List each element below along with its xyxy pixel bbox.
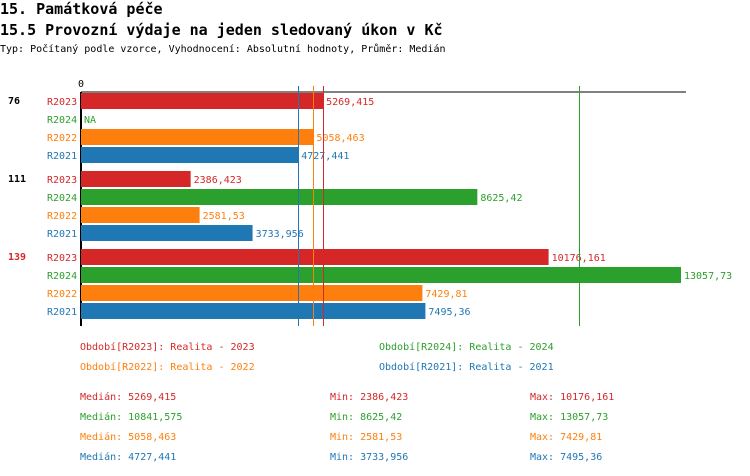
series-label: R2024 (47, 193, 77, 204)
series-label: R2024 (47, 115, 77, 126)
bar (81, 189, 478, 205)
series-label: R2022 (47, 133, 77, 144)
stat-min: Min: 2581,53 (330, 432, 403, 443)
data-label: 10176,161 (552, 253, 606, 264)
bar (81, 93, 324, 109)
legend-item: Období[R2021]: Realita - 2021 (379, 362, 554, 373)
data-label: NA (84, 115, 96, 126)
data-label: 7429,81 (425, 289, 467, 300)
bar (81, 267, 681, 283)
bar (81, 225, 253, 241)
category-label: 111 (8, 174, 26, 185)
stat-median: Medián: 5058,463 (80, 432, 177, 443)
section-title: 15. Památková péče (0, 0, 163, 18)
stat-max: Max: 7429,81 (530, 432, 603, 443)
legend-item: Období[R2023]: Realita - 2023 (80, 342, 255, 353)
stat-median: Medián: 10841,575 (80, 412, 183, 423)
bar (81, 147, 299, 163)
series-label: R2021 (47, 307, 77, 318)
stat-min: Min: 2386,423 (330, 392, 409, 403)
data-label: 5269,415 (326, 97, 374, 108)
series-label: R2021 (47, 151, 77, 162)
chart-title: 15.5 Provozní výdaje na jeden sledovaný … (0, 21, 443, 39)
series-label: R2022 (47, 211, 77, 222)
legend-item: Období[R2024]: Realita - 2024 (379, 342, 554, 353)
series-label: R2023 (47, 253, 77, 264)
bar (81, 129, 314, 145)
data-label: 2581,53 (203, 211, 245, 222)
bar (81, 303, 426, 319)
data-label: 7495,36 (428, 307, 470, 318)
data-label: 4727,441 (301, 151, 349, 162)
data-label: 2386,423 (194, 175, 242, 186)
bar-chart: 0 76 R2023 5269,415 R2024 NA R2022 5058,463 R202… (8, 79, 732, 326)
stat-max: Max: 13057,73 (530, 412, 609, 423)
chart-info: Typ: Počítaný podle vzorce, Vyhodnocení:… (0, 44, 446, 55)
stat-max: Max: 7495,36 (530, 452, 603, 463)
data-label: 3733,956 (256, 229, 304, 240)
stat-median: Medián: 5269,415 (80, 392, 177, 403)
data-label: 13057,73 (684, 271, 732, 282)
category-label: 76 (8, 96, 20, 107)
stat-min: Min: 8625,42 (330, 412, 403, 423)
series-label: R2023 (47, 97, 77, 108)
series-label: R2022 (47, 289, 77, 300)
x-tick-label: 0 (78, 79, 84, 90)
data-label: 8625,42 (480, 193, 522, 204)
series-label: R2023 (47, 175, 77, 186)
legend-item: Období[R2022]: Realita - 2022 (80, 362, 255, 373)
bar (81, 249, 549, 265)
data-label: 5058,463 (316, 133, 364, 144)
stat-min: Min: 3733,956 (330, 452, 409, 463)
stat-max: Max: 10176,161 (530, 392, 615, 403)
series-label: R2021 (47, 229, 77, 240)
stat-median: Medián: 4727,441 (80, 452, 177, 463)
category-label: 139 (8, 252, 26, 263)
bar (81, 285, 423, 301)
bar (81, 207, 200, 223)
bar (81, 171, 191, 187)
series-label: R2024 (47, 271, 77, 282)
